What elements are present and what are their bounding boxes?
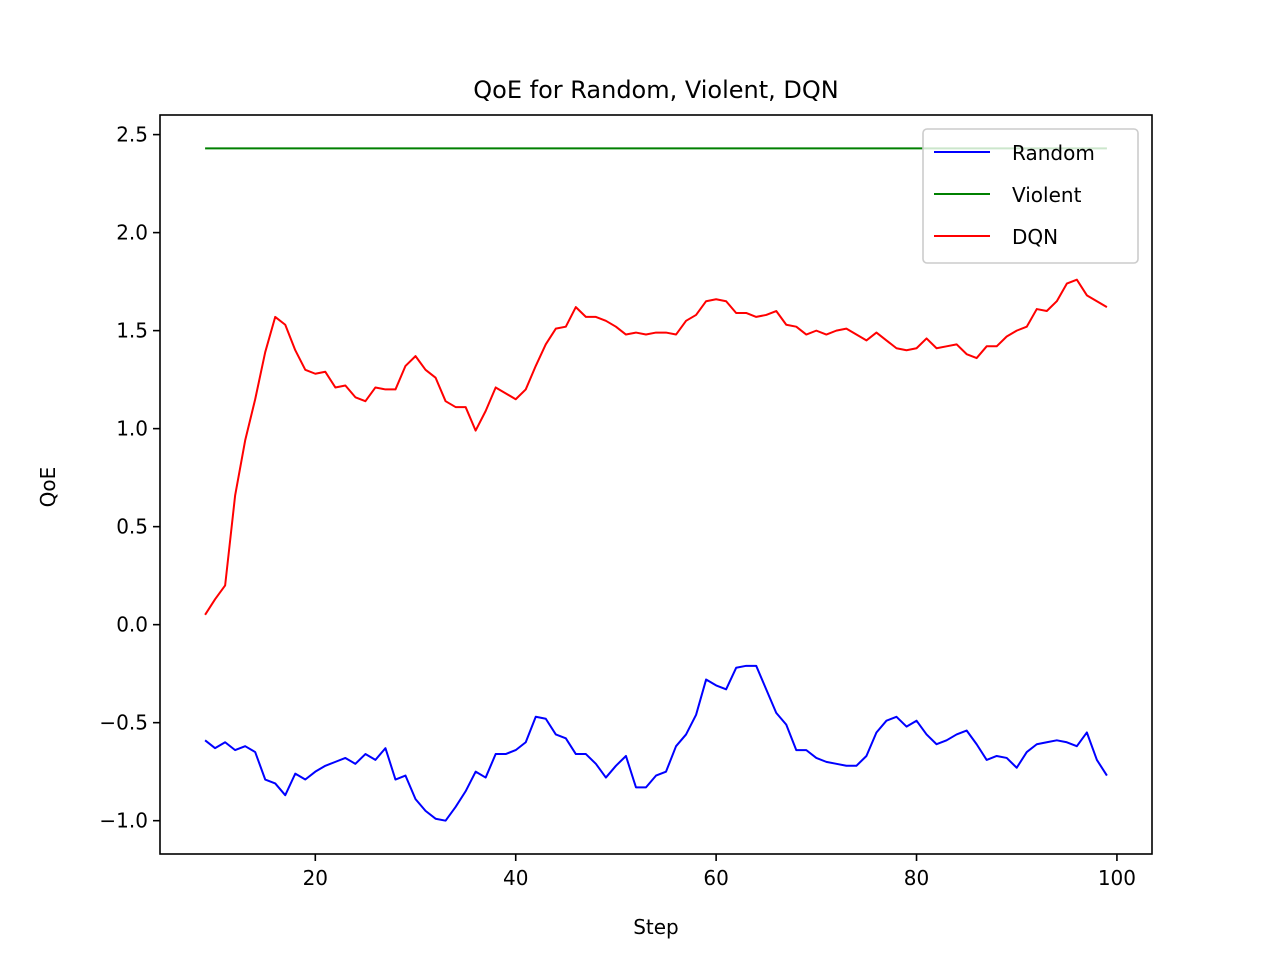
legend-box	[922, 128, 1139, 264]
y-tick-label: −1.0	[99, 809, 148, 833]
x-tick-label: 80	[904, 866, 929, 890]
y-tick-label: 2.0	[116, 221, 148, 245]
x-tick-label: 20	[303, 866, 328, 890]
y-tick-label: 1.0	[116, 417, 148, 441]
x-tick-label: 100	[1098, 866, 1136, 890]
legend-label-dqn: DQN	[1012, 225, 1058, 249]
y-tick-label: 1.5	[116, 319, 148, 343]
chart-title: QoE for Random, Violent, DQN	[473, 76, 839, 104]
legend: Random Violent DQN	[922, 128, 1139, 264]
y-tick-label: 0.5	[116, 515, 148, 539]
series-line-random	[204, 664, 1108, 822]
legend-label-random: Random	[1012, 141, 1095, 165]
x-tick-label: 40	[503, 866, 528, 890]
y-tick-label: −0.5	[99, 711, 148, 735]
y-axis-label: QoE	[36, 467, 60, 508]
y-tick-label: 2.5	[116, 123, 148, 147]
series-line-dqn	[204, 278, 1108, 616]
x-axis-label: Step	[633, 915, 679, 939]
legend-label-violent: Violent	[1012, 183, 1082, 207]
axes-frame	[159, 114, 1153, 855]
y-tick-label: 0.0	[116, 613, 148, 637]
axes: 20 40 60 80 100 −1.0 −0.5 0.0 0.5 1.0 1.5 2.0 2.5	[99, 114, 1153, 890]
x-tick-label: 60	[703, 866, 728, 890]
